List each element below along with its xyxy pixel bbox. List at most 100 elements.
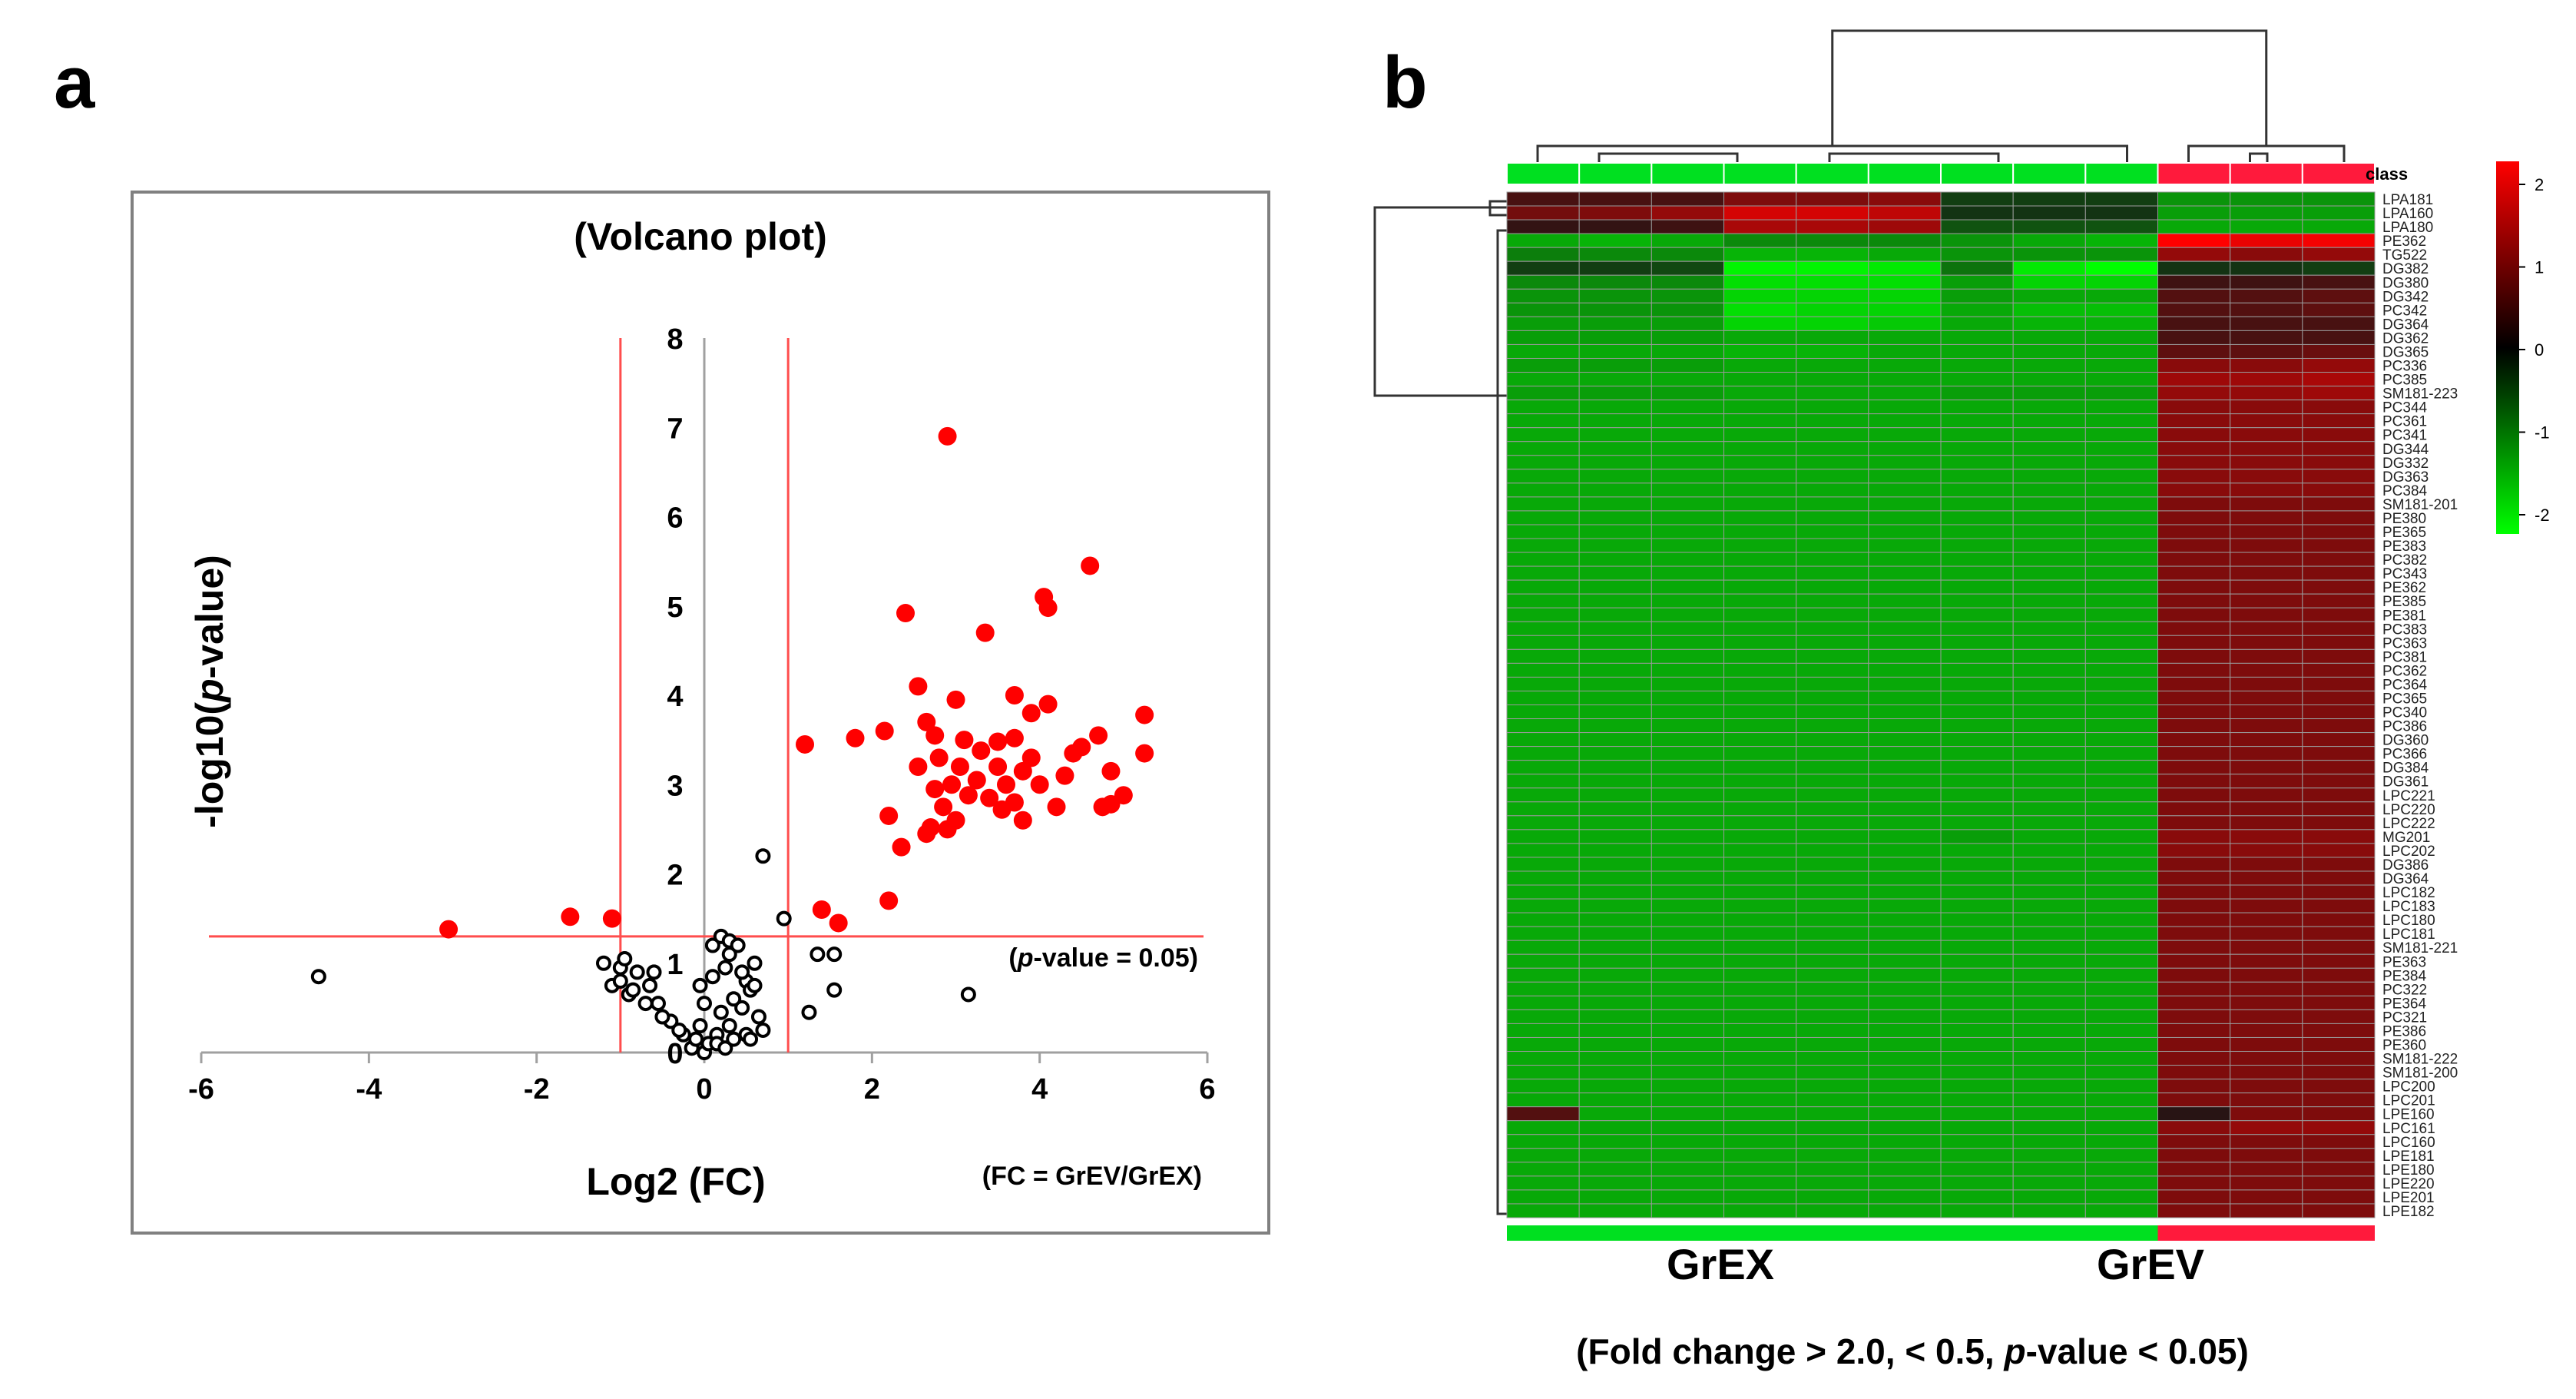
heatmap-cell [1868,607,1942,622]
heatmap-cell [1940,787,2014,803]
significant-point [439,920,459,939]
significant-point [992,800,1012,819]
heatmap-cell [1651,967,1724,983]
heatmap-cell [2157,302,2231,317]
heatmap-cell [1506,330,1580,345]
p-threshold-suffix: -value = 0.05) [1033,943,1198,973]
row-label: PC381 [2382,649,2427,665]
heatmap-cell [1651,1175,1724,1191]
dendrogram-subbranch [2249,152,2269,163]
heatmap-cell [1651,732,1724,748]
heatmap-cell [1940,746,2014,761]
significant-point [1021,748,1041,767]
heatmap-cell [1651,316,1724,331]
heatmap-cell [2230,524,2303,539]
heatmap-cell [1651,399,1724,415]
heatmap-cell [1506,746,1580,761]
heatmap-cell [1940,302,2014,317]
color-scale-bar [2496,161,2519,534]
heatmap-cell [1868,357,1942,373]
heatmap-cell [1868,967,1942,983]
heatmap-cell [1651,940,1724,955]
heatmap-cell [1506,953,1580,969]
heatmap-cell [1868,774,1942,789]
heatmap-cell [1723,302,1797,317]
x-tick-label: 4 [1031,1073,1048,1106]
row-label: PE386 [2382,1023,2426,1039]
heatmap-cell [1796,524,1869,539]
heatmap-cell [1506,274,1580,290]
heatmap-cell [1723,538,1797,553]
heatmap-cell [2302,260,2376,276]
heatmap-cell [2012,704,2086,720]
heatmap-cell [1868,191,1942,207]
row-label: DG364 [2382,871,2429,887]
heatmap-cell [1868,690,1942,706]
row-label: PC365 [2382,691,2427,708]
group-label-grev: GrEV [2097,1240,2204,1288]
heatmap-cell [1651,746,1724,761]
color-scale-ticks: 2 1 0 -1 -2 [2519,175,2550,525]
heatmap-cell [2012,648,2086,664]
nonsignificant-point [596,955,611,971]
row-label: DG362 [2382,330,2429,346]
heatmap-cell [1506,219,1580,234]
heatmap-cell [1506,870,1580,886]
heatmap-cell [1578,635,1652,650]
heatmap-cell [2084,857,2158,872]
heatmap-cell [2230,940,2303,955]
heatmap-cell [2157,1148,2231,1163]
row-label: DG363 [2382,469,2429,486]
heatmap-cell [1723,1106,1797,1122]
heatmap-cell [1796,205,1869,220]
heatmap-cell [2302,386,2376,401]
nonsignificant-point [755,1022,771,1038]
y-label-italic: p [188,678,231,704]
heatmap-cell [1578,219,1652,234]
heatmap-cell [1940,995,2014,1010]
heatmap-cell [2157,441,2231,456]
heatmap-cell [1796,552,1869,567]
heatmap-cell [2012,607,2086,622]
heatmap-cell [2084,1120,2158,1135]
heatmap-cell [1723,330,1797,345]
heatmap-cell [2230,857,2303,872]
heatmap-cell [1651,496,1724,512]
heatmap-cell [1506,510,1580,525]
class-bar-cell [2084,162,2159,185]
significant-point [892,837,911,857]
heatmap-cell [1578,718,1652,734]
heatmap-cell [2084,690,2158,706]
heatmap-cell [2012,302,2086,317]
heatmap-cell [1940,260,2014,276]
color-scale-tick-label: 1 [2535,258,2544,277]
heatmap-cell [1651,884,1724,900]
heatmap-cell [1723,316,1797,331]
heatmap-cell [1796,427,1869,443]
heatmap-cell [2157,274,2231,290]
heatmap-cell [2302,787,2376,803]
heatmap-cell [2012,1148,2086,1163]
heatmap-cell [1868,1036,1942,1053]
significant-point [909,677,928,696]
heatmap-cell [2302,718,2376,734]
volcano-tick-labels: -6 -4 -2 0 2 4 6 0 1 2 3 4 5 6 7 8 [188,323,1215,1106]
nonsignificant-point [755,848,771,864]
heatmap-cell [2302,843,2376,858]
heatmap-cell [1940,191,2014,207]
heatmap-cell [1578,413,1652,429]
x-tick-label: 2 [864,1073,880,1106]
heatmap-cell [1651,469,1724,484]
heatmap-cell [1723,607,1797,622]
significant-point [1055,766,1074,785]
volcano-x-label: Log2 (FC) [586,1160,765,1203]
group-label-grex: GrEX [1667,1240,1774,1288]
heatmap-cell [1796,1162,1869,1177]
heatmap-cell [2084,565,2158,581]
nonsignificant-point [612,973,628,989]
heatmap-cell [1723,621,1797,636]
heatmap-cell [2012,1106,2086,1122]
heatmap-cell [1651,427,1724,443]
heatmap-cell [2084,953,2158,969]
heatmap-cell [1506,1203,1580,1218]
